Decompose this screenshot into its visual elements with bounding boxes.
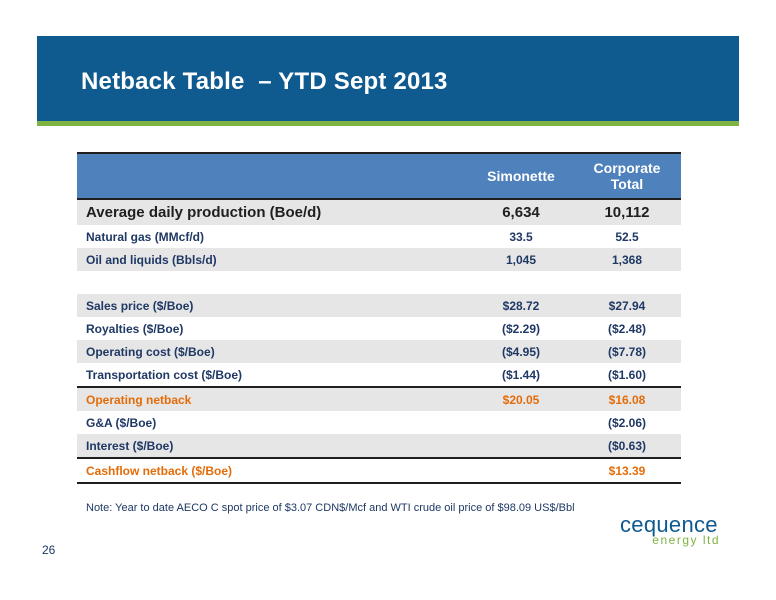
row-label: Interest ($/Boe) bbox=[77, 434, 469, 458]
netback-table: Simonette Corporate Total Average daily … bbox=[77, 152, 681, 484]
simonette-value: ($4.95) bbox=[469, 340, 573, 363]
simonette-value bbox=[469, 271, 573, 294]
simonette-value: $20.05 bbox=[469, 386, 573, 411]
table-row: Average daily production (Boe/d) 6,634 1… bbox=[77, 198, 681, 225]
corporate-value: $16.08 bbox=[573, 386, 681, 411]
corporate-value bbox=[573, 271, 681, 294]
simonette-value bbox=[469, 434, 573, 458]
table-row-cashflow-netback: Cashflow netback ($/Boe) $13.39 bbox=[77, 457, 681, 484]
row-label: Oil and liquids (Bbls/d) bbox=[77, 248, 469, 271]
simonette-value bbox=[469, 411, 573, 434]
simonette-value: 6,634 bbox=[469, 198, 573, 225]
corporate-value: 52.5 bbox=[615, 229, 639, 244]
table-row: Natural gas (MMcf/d) 33.5 52.5 bbox=[77, 225, 681, 248]
row-label bbox=[77, 271, 469, 294]
simonette-value: 33.5 bbox=[509, 229, 533, 244]
simonette-value: $28.72 bbox=[469, 294, 573, 317]
footnote: Note: Year to date AECO C spot price of … bbox=[86, 502, 575, 514]
corporate-value: $13.39 bbox=[573, 457, 681, 484]
row-label: G&A ($/Boe) bbox=[86, 415, 157, 430]
simonette-value: 1,045 bbox=[469, 248, 573, 271]
title-bar: Netback Table – YTD Sept 2013 bbox=[37, 36, 739, 126]
simonette-value: ($2.29) bbox=[501, 321, 541, 336]
header-corporate-total: Corporate Total bbox=[573, 152, 681, 199]
table-row: Oil and liquids (Bbls/d) 1,045 1,368 bbox=[77, 248, 681, 271]
page-number: 26 bbox=[42, 543, 56, 557]
simonette-value: ($1.44) bbox=[501, 367, 541, 382]
row-label: Average daily production (Boe/d) bbox=[77, 198, 469, 225]
simonette-value bbox=[469, 457, 573, 484]
corporate-value: $27.94 bbox=[573, 294, 681, 317]
row-label: Operating netback bbox=[77, 386, 469, 411]
table-row: Operating cost ($/Boe) ($4.95) ($7.78) bbox=[77, 340, 681, 363]
table-row-operating-netback: Operating netback $20.05 $16.08 bbox=[77, 386, 681, 411]
row-label: Transportation cost ($/Boe) bbox=[86, 367, 243, 382]
table-spacer-row bbox=[77, 271, 681, 294]
row-label: Natural gas (MMcf/d) bbox=[86, 229, 205, 244]
header-corporate-line2: Total bbox=[610, 176, 644, 192]
corporate-value: ($0.63) bbox=[573, 434, 681, 458]
page-title: Netback Table – YTD Sept 2013 bbox=[81, 68, 448, 95]
corporate-value: ($1.60) bbox=[607, 367, 647, 382]
row-label: Operating cost ($/Boe) bbox=[77, 340, 469, 363]
table-row: Royalties ($/Boe) ($2.29) ($2.48) bbox=[77, 317, 681, 340]
table-row: Interest ($/Boe) ($0.63) bbox=[77, 434, 681, 458]
table-row: G&A ($/Boe) ($2.06) bbox=[77, 411, 681, 434]
row-label: Royalties ($/Boe) bbox=[86, 321, 184, 336]
header-corporate-line1: Corporate bbox=[593, 160, 661, 176]
logo-tagline: energy ltd bbox=[652, 533, 720, 547]
corporate-value: ($7.78) bbox=[573, 340, 681, 363]
row-label: Cashflow netback ($/Boe) bbox=[77, 457, 469, 484]
corporate-value: 10,112 bbox=[573, 198, 681, 225]
row-label: Sales price ($/Boe) bbox=[77, 294, 469, 317]
corporate-value: ($2.06) bbox=[607, 415, 647, 430]
table-header-row: Simonette Corporate Total bbox=[77, 152, 681, 199]
table-row: Sales price ($/Boe) $28.72 $27.94 bbox=[77, 294, 681, 317]
logo-wordmark: cequence bbox=[620, 512, 718, 537]
corporate-value: 1,368 bbox=[573, 248, 681, 271]
header-label-cell bbox=[77, 152, 469, 199]
title-underline bbox=[37, 121, 739, 126]
corporate-value: ($2.48) bbox=[607, 321, 647, 336]
header-simonette: Simonette bbox=[469, 152, 573, 199]
cequence-logo: cequence energy ltd bbox=[620, 512, 720, 547]
table-row: Transportation cost ($/Boe) ($1.44) ($1.… bbox=[77, 363, 681, 387]
